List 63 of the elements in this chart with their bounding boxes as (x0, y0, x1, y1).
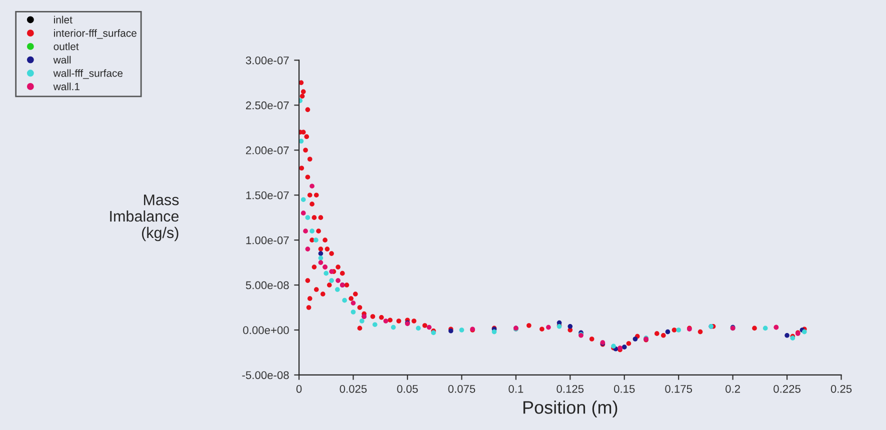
point (335, 287, 340, 292)
point (329, 269, 334, 274)
legend-label: outlet (54, 42, 79, 50)
y-tick-label: 5.00e-08 (246, 281, 289, 290)
legend-label: wall (53, 56, 71, 64)
y-tick-label: 3.00e-07 (246, 56, 289, 64)
point (310, 228, 314, 234)
point (426, 324, 432, 330)
point (318, 256, 324, 260)
point (546, 324, 551, 330)
x-tick-label: 0.075 (448, 384, 476, 393)
point (299, 138, 304, 144)
x-tick-label: 0.25 (830, 384, 852, 393)
point (329, 278, 334, 283)
y-tick-label: -5.00e-08 (242, 371, 289, 380)
point (324, 270, 329, 276)
point (303, 228, 308, 234)
x-axis-title: Position (m) (523, 400, 618, 418)
legend-label: interior-fff_surface (54, 29, 136, 39)
point (350, 310, 356, 314)
x-tick-label: 0.125 (556, 384, 584, 393)
point (372, 322, 378, 328)
y-tick-label: 2.00e-07 (246, 146, 289, 154)
point (342, 298, 347, 303)
y-axis-title: Mass Imbalance (kg/s) (110, 194, 179, 242)
point (314, 238, 318, 242)
point (568, 324, 573, 329)
legend-label: wall-fff_surface (53, 69, 123, 79)
x-tick-label: 0 (296, 384, 302, 393)
x-tick-label: 0.025 (340, 384, 367, 393)
point (492, 329, 497, 334)
point (665, 329, 670, 334)
point (300, 210, 306, 216)
point (305, 215, 310, 220)
point (622, 344, 627, 350)
y-tick-label: 1.00e-07 (246, 236, 289, 244)
x-tick-label: 0.1 (508, 384, 524, 393)
point (416, 326, 421, 331)
point (300, 197, 306, 202)
x-tick-label: 0.175 (665, 384, 692, 393)
point (350, 300, 356, 306)
point (383, 318, 388, 324)
y-tick-label: 2.50e-07 (246, 101, 289, 110)
point (318, 251, 324, 256)
point (762, 326, 768, 331)
x-tick-label: 0.15 (614, 384, 635, 393)
point (360, 318, 364, 324)
point (310, 184, 314, 189)
point (784, 332, 790, 338)
x-tick-label: 0.2 (726, 384, 740, 393)
point (459, 328, 464, 332)
point (676, 328, 681, 332)
y-tick-label: 1.50e-07 (246, 191, 289, 200)
point (632, 336, 638, 342)
x-tick-label: 0.05 (397, 384, 418, 393)
x-tick-label: 0.225 (774, 384, 800, 393)
point (305, 246, 310, 252)
point (318, 260, 324, 265)
point (336, 278, 340, 283)
legend-label: wall.1 (53, 82, 80, 90)
point (390, 324, 396, 330)
legend-label: inlet (54, 16, 72, 24)
y-tick-label: 0.00e+00 (243, 326, 289, 334)
